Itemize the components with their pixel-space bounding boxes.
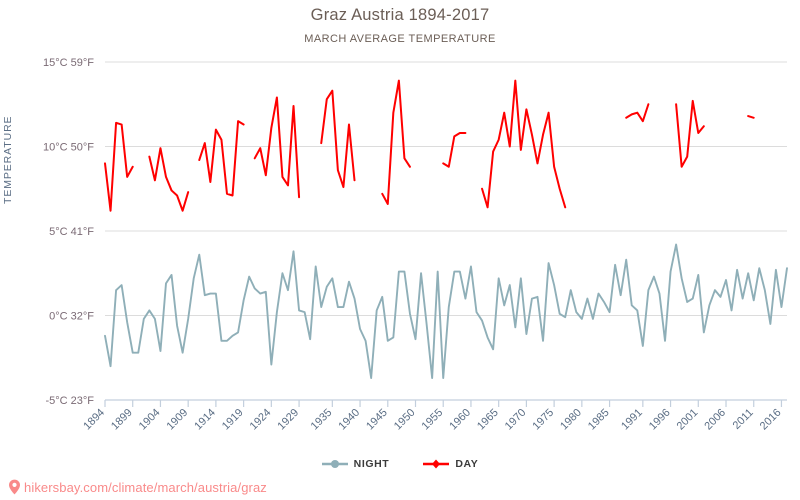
- x-tick-label: 1965: [475, 407, 501, 433]
- x-tick-label: 1991: [619, 407, 645, 433]
- x-tick-label: 1919: [220, 407, 246, 433]
- y-tick-label: 0°C 32°F: [49, 311, 94, 323]
- plot-area: 15°C 59°F 10°C 50°F 5°C 41°F 0°C 32°F -5°C 2…: [43, 57, 788, 433]
- page-title: Graz Austria 1894-2017: [310, 6, 490, 24]
- x-tick-label: 1980: [558, 407, 584, 433]
- page-subtitle: MARCH AVERAGE TEMPERATURE: [304, 33, 496, 45]
- x-tick-label: 1904: [137, 407, 163, 433]
- x-tick-label: 1960: [447, 407, 473, 433]
- y-tick-label: 5°C 41°F: [49, 226, 94, 238]
- source-url: hikersbay.com/climate/march/austria/graz: [24, 479, 267, 495]
- x-tick-label: 1945: [364, 407, 390, 433]
- legend-swatch-night: [321, 460, 348, 468]
- x-tick-label: 1996: [647, 407, 673, 433]
- x-tick-label: 1985: [586, 407, 612, 433]
- x-tick-label: 1894: [81, 407, 107, 433]
- x-tick-label: 1924: [248, 407, 274, 433]
- y-tick-label: -5°C 23°F: [45, 395, 94, 407]
- legend-label-day: DAY: [455, 458, 479, 470]
- location-pin-icon: [9, 479, 20, 495]
- x-tick-label: 2011: [731, 407, 756, 432]
- legend-item-day[interactable]: DAY: [423, 458, 478, 470]
- x-tick-label: 1899: [109, 407, 135, 433]
- y-tick-label: 10°C 50°F: [43, 142, 94, 154]
- x-tick-label: 1955: [420, 407, 446, 433]
- series-line-day: [104, 79, 755, 212]
- x-tick-label: 1950: [392, 407, 418, 433]
- chart-legend: NIGHT DAY: [0, 458, 800, 470]
- legend-swatch-day: [423, 459, 450, 469]
- x-tick-label: 1929: [275, 407, 301, 433]
- x-tick-label: 2016: [758, 407, 784, 433]
- x-tick-label: 1914: [192, 407, 218, 433]
- y-tick-label: 15°C 59°F: [43, 57, 94, 69]
- legend-item-night[interactable]: NIGHT: [321, 458, 390, 470]
- x-tick-label: 1970: [503, 407, 529, 433]
- source-footer[interactable]: hikersbay.com/climate/march/austria/graz: [8, 479, 267, 495]
- x-tick-label: 2006: [702, 407, 728, 433]
- x-tick-label: 1940: [336, 407, 362, 433]
- x-tick-label: 1909: [164, 407, 190, 433]
- series-line-night: [104, 243, 788, 379]
- legend-label-night: NIGHT: [353, 458, 390, 470]
- x-tick-label: 2001: [675, 407, 701, 433]
- x-tick-label: 1975: [530, 407, 556, 433]
- x-tick-label: 1935: [309, 407, 335, 433]
